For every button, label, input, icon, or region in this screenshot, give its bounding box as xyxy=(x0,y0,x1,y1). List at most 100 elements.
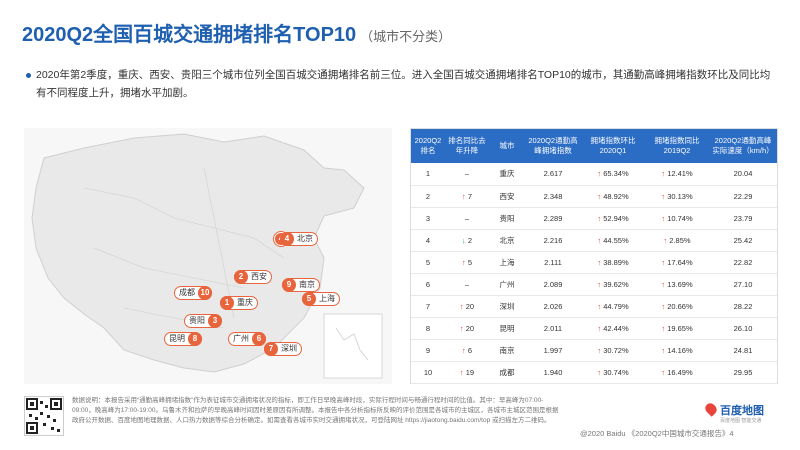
cell-index: 2.216 xyxy=(525,229,581,252)
cell-change: – xyxy=(445,163,489,186)
cell-index-value: 2.216 xyxy=(543,235,563,245)
arrow-up-icon: ↑ xyxy=(461,257,468,267)
arrow-up-icon: ↑ xyxy=(661,301,668,311)
cell-yoy-value: 12.41% xyxy=(667,169,693,179)
cell-rank-value: 2 xyxy=(425,191,431,201)
cell-qoq: ↑ 30.74% xyxy=(581,361,645,384)
cell-speed: 22.82 xyxy=(709,251,777,274)
cell-yoy-value: 30.13% xyxy=(667,191,693,201)
cell-rank: 6 xyxy=(411,273,445,296)
cell-yoy-value: 20.66% xyxy=(667,301,693,311)
cell-yoy: ↑ 16.49% xyxy=(645,361,709,384)
cell-yoy-value: 10.74% xyxy=(667,213,693,223)
col-index: 2020Q2通勤高峰拥堵指数 xyxy=(525,129,581,163)
arrow-up-icon: ↑ xyxy=(459,301,466,311)
cell-change-value: 19 xyxy=(465,367,475,377)
cell-rank: 10 xyxy=(411,361,445,384)
tag-name: 深圳 xyxy=(281,344,297,353)
cell-change: ↑ 6 xyxy=(445,339,489,362)
cell-qoq: ↑ 65.34% xyxy=(581,163,645,186)
cell-rank: 3 xyxy=(411,207,445,230)
copyright: @2020 Baidu 《2020Q2中国城市交通报告》4 xyxy=(580,429,734,438)
cell-change: ↑ 7 xyxy=(445,185,489,208)
cell-rank-value: 3 xyxy=(425,213,431,223)
col-change: 排名同比去年升降 xyxy=(445,129,489,163)
tag-rank: 2 xyxy=(234,270,248,284)
cell-city-value: 上海 xyxy=(499,257,515,267)
tag-chengdu: 成都 10 xyxy=(174,286,212,300)
cell-index-value: 2.026 xyxy=(543,301,563,311)
cell-index: 2.348 xyxy=(525,185,581,208)
tag-kunming: 昆明 8 xyxy=(164,332,202,346)
cell-speed: 20.04 xyxy=(709,163,777,186)
data-note: 数据说明：本报告采用“通勤高峰拥堵指数”作为表征城市交通拥堵状况的指标，即工作日… xyxy=(72,397,559,424)
cell-rank-value: 7 xyxy=(425,301,431,311)
cell-yoy-value: 14.16% xyxy=(667,345,693,355)
cell-rank: 7 xyxy=(411,295,445,318)
tag-guangzhou: 广州 6 xyxy=(228,332,266,346)
tag-rank: 9 xyxy=(282,278,296,292)
cell-rank: 8 xyxy=(411,317,445,340)
table-header-row: 2020Q2排名 排名同比去年升降 城市 2020Q2通勤高峰拥堵指数 拥堵指数… xyxy=(411,129,777,163)
cell-city-value: 贵阳 xyxy=(499,213,515,223)
logo-slogan: 百度地图 智能交通 xyxy=(720,418,762,424)
tag-shanghai: 5 上海 xyxy=(302,292,340,306)
cell-qoq: ↑ 30.72% xyxy=(581,339,645,362)
arrow-up-icon: ↑ xyxy=(597,257,604,267)
cell-yoy-value: 17.64% xyxy=(667,257,693,267)
cell-speed: 27.10 xyxy=(709,273,777,296)
table-row: 3– 贵阳 2.289 ↑ 52.94% ↑ 10.74% 23.79 xyxy=(411,207,777,230)
cell-city-value: 广州 xyxy=(499,279,515,289)
cell-city-value: 西安 xyxy=(499,191,515,201)
arrow-up-icon: ↑ xyxy=(461,345,468,355)
cell-index: 2.289 xyxy=(525,207,581,230)
cell-change-value: 20 xyxy=(465,323,475,333)
cell-rank-value: 6 xyxy=(425,279,431,289)
map-shape xyxy=(31,133,383,379)
cell-qoq: ↑ 38.89% xyxy=(581,251,645,274)
cell-yoy: ↑ 13.69% xyxy=(645,273,709,296)
cell-qoq-value: 30.74% xyxy=(603,367,629,377)
cell-speed: 23.79 xyxy=(709,207,777,230)
arrow-up-icon: ↑ xyxy=(661,323,668,333)
tag-xian: 2 西安 xyxy=(234,270,272,284)
cell-index: 2.617 xyxy=(525,163,581,186)
cell-city: 上海 xyxy=(489,251,525,274)
cell-yoy: ↑ 17.64% xyxy=(645,251,709,274)
tag-name: 广州 xyxy=(233,334,249,343)
tag-name: 南京 xyxy=(299,280,315,289)
arrow-up-icon: ↑ xyxy=(597,169,604,179)
cell-yoy-value: 16.49% xyxy=(667,367,693,377)
cell-speed-value: 22.82 xyxy=(733,257,753,267)
cell-yoy: ↑ 20.66% xyxy=(645,295,709,318)
col-city: 城市 xyxy=(489,129,525,163)
arrow-up-icon: ↑ xyxy=(597,323,604,333)
tag-rank: 1 xyxy=(220,296,234,310)
cell-qoq-value: 42.44% xyxy=(603,323,629,333)
table-row: 8 ↑ 20 昆明 2.011 ↑ 42.44% ↑ 19.65% 26.10 xyxy=(411,317,777,340)
cell-qoq-value: 65.34% xyxy=(603,169,629,179)
page-title: 2020Q2全国百城交通拥堵排名TOP10 （城市不分类） xyxy=(22,18,451,47)
tag-rank: 7 xyxy=(264,342,278,356)
cell-qoq: ↑ 48.92% xyxy=(581,185,645,208)
arrow-up-icon: ↑ xyxy=(459,323,466,333)
arrow-up-icon: ↑ xyxy=(597,235,604,245)
cell-rank-value: 1 xyxy=(425,169,431,179)
table-row: 10 ↑ 19 成都 1.940 ↑ 30.74% ↑ 16.49% 29.95 xyxy=(411,361,777,384)
cell-speed-value: 29.95 xyxy=(733,367,753,377)
cell-index: 1.997 xyxy=(525,339,581,362)
cell-city: 北京 xyxy=(489,229,525,252)
cell-qoq-value: 39.62% xyxy=(603,279,629,289)
cell-qoq: ↑ 44.79% xyxy=(581,295,645,318)
cell-change-value: 20 xyxy=(465,301,475,311)
cell-index-value: 2.011 xyxy=(543,323,563,333)
cell-city: 贵阳 xyxy=(489,207,525,230)
cell-qoq-value: 30.72% xyxy=(603,345,629,355)
cell-speed-value: 27.10 xyxy=(733,279,753,289)
cell-index: 2.011 xyxy=(525,317,581,340)
cell-index-value: 2.089 xyxy=(543,279,563,289)
cell-speed: 24.81 xyxy=(709,339,777,362)
cell-yoy: ↑ 19.65% xyxy=(645,317,709,340)
arrow-up-icon: ↑ xyxy=(661,279,668,289)
tag-name: 重庆 xyxy=(237,298,253,307)
